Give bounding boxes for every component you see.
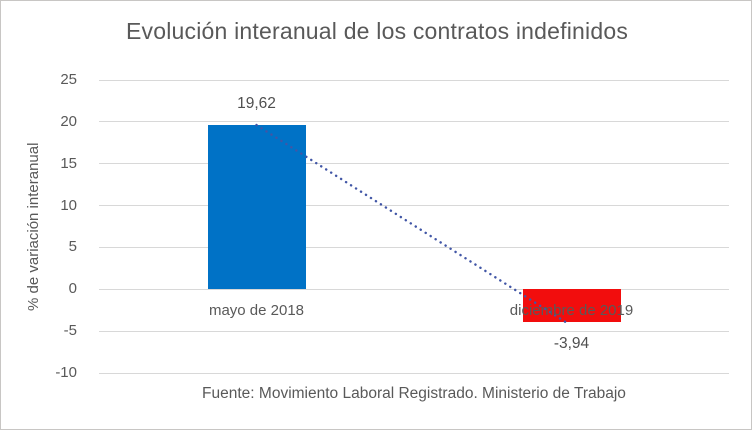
y-tick-label: 0 [68,280,77,298]
gridline [99,163,729,165]
gridline [99,79,729,81]
plot-area: mayo de 2018 19,62 diciembre de 2019 -3,94 [99,79,729,374]
bar-mayo-de-2018 [207,125,306,290]
gridline [99,288,729,290]
y-tick-label: 15 [60,154,77,172]
y-tick-label: 10 [60,196,77,214]
gridline [99,330,729,332]
y-tick-label: 5 [68,238,77,256]
data-label: 19,62 [237,95,276,113]
data-label: -3,94 [553,335,590,353]
y-tick-label: -5 [63,322,77,340]
category-label: diciembre de 2019 [509,302,634,320]
gridline [99,246,729,248]
y-tick-label: 20 [60,112,77,130]
y-axis-tick-labels: 25 20 15 10 5 0 -5 -10 [39,71,87,381]
chart-title: Evolución interanual de los contratos in… [125,18,629,44]
y-tick-label: -10 [55,364,77,381]
gridline [99,121,729,123]
gridline [99,205,729,207]
source-note: Fuente: Movimiento Laboral Registrado. M… [202,385,626,402]
gridline [99,372,729,374]
category-label: mayo de 2018 [208,302,305,320]
y-tick-label: 25 [60,71,77,88]
bar-diciembre-de-2019 [522,289,621,323]
trendline [255,123,569,325]
